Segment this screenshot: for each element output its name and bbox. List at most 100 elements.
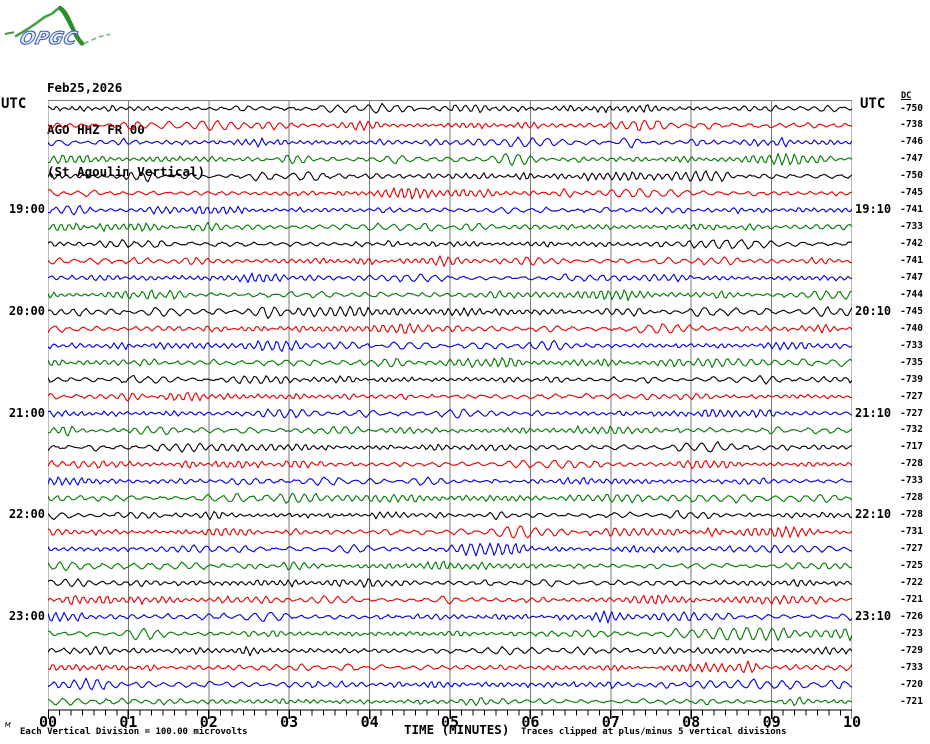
logo-text: OPGC bbox=[18, 29, 80, 49]
trace-row bbox=[48, 510, 852, 521]
dc-value: -741 bbox=[900, 255, 923, 266]
x-tick-label: 06 bbox=[521, 713, 540, 731]
trace-row bbox=[48, 578, 852, 588]
utc-hour-label-right: 20:10 bbox=[855, 303, 892, 318]
dc-value: -745 bbox=[900, 305, 923, 317]
dc-value: -731 bbox=[900, 526, 923, 538]
header-block: Feb25,2026 AGO HHZ FR 00 (St Agoulin Ver… bbox=[47, 53, 205, 193]
scale-note: Each Vertical Division = 100.00 microvol… bbox=[20, 727, 248, 737]
x-tick-label: 01 bbox=[119, 713, 138, 731]
x-tick-label: 08 bbox=[682, 713, 701, 731]
dc-value: -735 bbox=[900, 356, 923, 368]
trace-row bbox=[48, 696, 852, 707]
trace-row bbox=[48, 459, 852, 470]
dc-value: -745 bbox=[900, 187, 923, 199]
trace-row bbox=[48, 153, 852, 166]
dc-value: -727 bbox=[900, 390, 923, 402]
utc-hour-label-right: 23:10 bbox=[855, 608, 892, 623]
dc-value: -747 bbox=[900, 153, 923, 165]
trace-row bbox=[48, 272, 852, 284]
trace-row bbox=[48, 322, 852, 334]
logo-dash-left bbox=[4, 31, 15, 35]
dc-value: -744 bbox=[900, 288, 923, 300]
utc-hour-label-left: 22:00 bbox=[8, 507, 45, 522]
x-tick-label: 03 bbox=[280, 713, 299, 731]
x-tick-label: 09 bbox=[762, 713, 781, 731]
trace-row bbox=[48, 492, 852, 504]
logo-mountain-peak bbox=[57, 5, 85, 46]
dc-value: -738 bbox=[900, 119, 923, 131]
dc-header: DC bbox=[901, 91, 912, 101]
trace-row bbox=[48, 627, 852, 642]
dc-value: -746 bbox=[900, 136, 923, 148]
dc-value: -733 bbox=[900, 221, 923, 233]
dc-value: -733 bbox=[900, 339, 923, 351]
trace-row bbox=[48, 660, 852, 674]
trace-row bbox=[48, 645, 852, 657]
dc-value: -733 bbox=[900, 475, 923, 487]
utc-hour-label-left: 20:00 bbox=[8, 303, 45, 318]
dc-value: -750 bbox=[900, 102, 923, 114]
dc-value: -741 bbox=[900, 204, 923, 216]
dc-value: -740 bbox=[900, 322, 923, 334]
x-tick-label: 02 bbox=[199, 713, 218, 731]
trace-row bbox=[48, 357, 852, 368]
dc-value: -750 bbox=[900, 170, 923, 182]
x-tick-label: 07 bbox=[601, 713, 620, 731]
trace-row bbox=[48, 610, 852, 624]
utc-hour-label-left: 21:00 bbox=[8, 405, 45, 420]
dc-value: -728 bbox=[900, 509, 923, 521]
dc-value: -722 bbox=[900, 576, 923, 588]
trace-row bbox=[48, 255, 852, 267]
dc-value: -723 bbox=[900, 627, 923, 639]
x-tick-label: 10 bbox=[842, 713, 862, 731]
trace-row bbox=[48, 525, 852, 539]
trace-row bbox=[48, 289, 852, 302]
dc-value: -720 bbox=[900, 678, 923, 690]
dc-value: -728 bbox=[900, 492, 923, 504]
trace-row bbox=[48, 560, 852, 572]
dc-value: -725 bbox=[900, 560, 923, 571]
x-tick-label: 05 bbox=[440, 713, 460, 731]
trace-row bbox=[48, 476, 852, 486]
signature-mark: м bbox=[5, 720, 11, 730]
trace-row bbox=[48, 204, 852, 216]
clip-note: Traces clipped at plus/minus 5 vertical … bbox=[521, 727, 787, 737]
x-axis-title: TIME (MINUTES) bbox=[404, 722, 510, 737]
dc-value: -726 bbox=[900, 610, 923, 622]
dc-value: -747 bbox=[900, 271, 923, 283]
trace-row bbox=[48, 391, 852, 402]
seismogram-plot bbox=[48, 100, 852, 720]
station-name: (St Agoulin Vertical) bbox=[47, 164, 206, 179]
utc-hour-label-right: 19:10 bbox=[855, 202, 892, 217]
trace-row bbox=[48, 187, 852, 200]
trace-row bbox=[48, 221, 852, 232]
trace-row bbox=[48, 305, 852, 320]
dc-value: -729 bbox=[900, 644, 923, 656]
trace-row bbox=[48, 119, 852, 132]
trace-row bbox=[48, 170, 852, 183]
dc-value: -721 bbox=[900, 695, 923, 707]
dc-value: -717 bbox=[900, 441, 923, 453]
station-code: AGO HHZ FR 00 bbox=[47, 122, 145, 137]
trace-row bbox=[48, 102, 852, 114]
trace-row bbox=[48, 339, 852, 353]
dc-value: -728 bbox=[900, 458, 923, 470]
trace-row bbox=[48, 594, 852, 606]
trace-row bbox=[48, 136, 852, 149]
seismogram-canvas bbox=[48, 100, 852, 719]
utc-left-header: UTC bbox=[1, 96, 27, 112]
trace-row bbox=[48, 542, 852, 557]
dc-value: -739 bbox=[900, 373, 923, 385]
dc-value: -732 bbox=[900, 424, 923, 436]
dc-value: -733 bbox=[900, 661, 923, 673]
trace-row bbox=[48, 677, 852, 691]
x-tick-label: 00 bbox=[38, 713, 58, 731]
dc-value: -727 bbox=[900, 407, 923, 419]
dc-value: -727 bbox=[900, 543, 923, 554]
dc-value: -742 bbox=[900, 238, 923, 249]
utc-hour-label-left: 19:00 bbox=[8, 202, 45, 217]
date-label: Feb25,2026 bbox=[47, 80, 123, 95]
trace-row bbox=[48, 239, 852, 250]
trace-row bbox=[48, 425, 852, 437]
